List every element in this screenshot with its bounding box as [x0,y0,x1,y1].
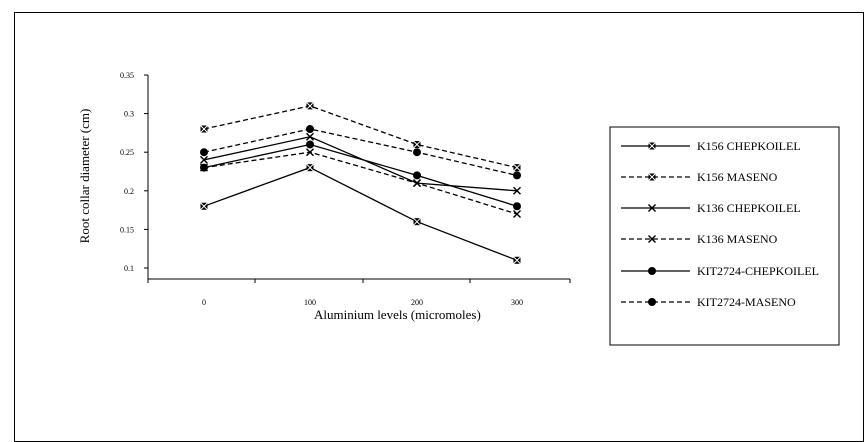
y-axis-label: Root collar diameter (cm) [77,109,92,244]
circle-marker [648,267,656,275]
y-tick-label: 0.35 [120,71,134,80]
series-group [200,102,521,263]
line-chart: 0.1 0.15 0.2 0.25 0.3 0.35 0 100 200 300 Alumini… [0,0,867,428]
legend: K156 CHEPKOILEL K156 MASENO K136 CHEPKOILE… [610,127,839,345]
y-tick-label: 0.2 [124,187,134,196]
legend-label: K156 MASENO [697,170,778,184]
x-tick-label: 200 [411,298,423,307]
legend-label: KIT2724-CHEPKOILEL [697,264,819,278]
x-tick-label: 300 [511,298,523,307]
circle-marker [648,298,656,306]
series-line [204,129,517,175]
circle-marker [413,171,421,179]
legend-label: K136 CHEPKOILEL [697,201,801,215]
y-tick-label: 0.15 [120,225,134,234]
series-line [204,137,517,191]
circle-marker [200,148,208,156]
x-tick-label: 0 [202,298,206,307]
series-2 [201,102,521,171]
circle-marker [513,171,521,179]
series-line [204,152,517,214]
x-tick-label: 100 [304,298,316,307]
series-line [204,168,517,261]
y-tick-label: 0.25 [120,148,134,157]
plot-area: 0.1 0.15 0.2 0.25 0.3 0.35 0 100 200 300 [120,71,570,307]
circle-marker [513,202,521,210]
legend-label: K136 MASENO [697,232,778,246]
y-tick-label: 0.3 [124,110,134,119]
legend-label: K156 CHEPKOILEL [697,139,801,153]
circle-marker [306,125,314,133]
x-ticks: 0 100 200 300 [148,279,570,307]
circle-marker [306,140,314,148]
circle-marker [200,164,208,172]
y-ticks: 0.1 0.15 0.2 0.25 0.3 0.35 [120,71,148,273]
y-tick-label: 0.1 [124,264,134,273]
series-1 [201,164,521,264]
series-6 [200,125,521,179]
series-3 [201,133,521,194]
x-axis-label: Aluminium levels (micromoles) [314,307,481,322]
circle-marker [413,148,421,156]
series-line [204,145,517,207]
legend-label: KIT2724-MASENO [697,295,796,309]
